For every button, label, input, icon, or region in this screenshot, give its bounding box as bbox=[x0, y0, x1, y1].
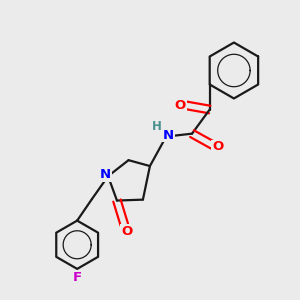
Text: O: O bbox=[212, 140, 223, 153]
Text: N: N bbox=[100, 168, 111, 181]
Text: N: N bbox=[163, 129, 174, 142]
Text: O: O bbox=[175, 99, 186, 112]
Text: O: O bbox=[121, 225, 132, 238]
Text: H: H bbox=[152, 120, 162, 133]
Text: F: F bbox=[73, 271, 82, 284]
